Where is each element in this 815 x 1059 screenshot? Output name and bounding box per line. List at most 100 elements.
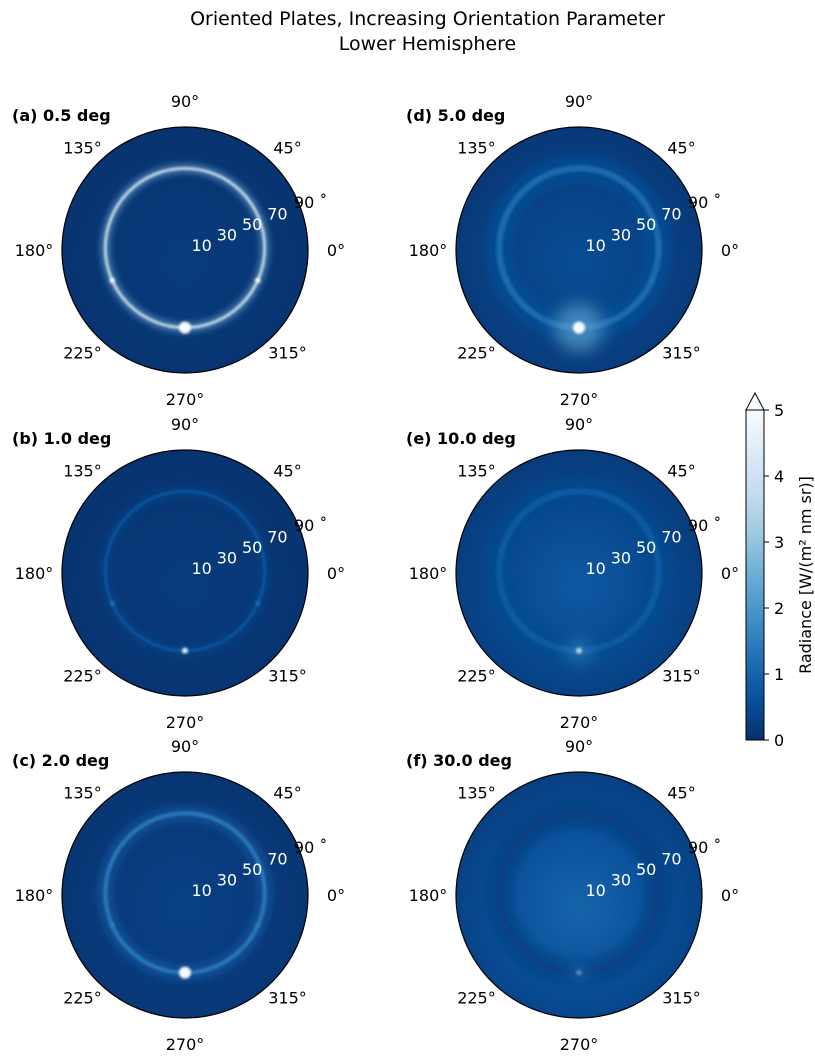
angular-tick-label: 45°	[667, 461, 695, 480]
radial-tick-label: 90 ˚	[294, 516, 327, 535]
radial-tick-label: 10	[585, 236, 605, 255]
angular-tick-label: 180°	[15, 886, 54, 905]
colorbar: 0 1 2 3 4 5 Radiance [W/(m² nm sr)]	[745, 391, 815, 750]
panel-label: (f) 30.0 deg	[406, 751, 512, 770]
angular-tick-label: 135°	[63, 138, 102, 157]
parhelion-spot	[179, 966, 191, 979]
radial-tick-label: 10	[585, 559, 605, 578]
parhelion-spot	[255, 600, 261, 606]
angular-tick-label: 45°	[667, 783, 695, 802]
radial-tick-label: 30	[217, 225, 237, 244]
radial-tick-label: 10	[191, 559, 211, 578]
angular-tick-label: 270°	[166, 713, 205, 732]
panel-label: (e) 10.0 deg	[406, 429, 516, 448]
angular-tick-label: 180°	[15, 241, 54, 260]
radial-tick-label: 50	[242, 538, 262, 557]
parhelion-spot	[179, 321, 191, 334]
angular-tick-label: 135°	[63, 783, 102, 802]
colorbar-tick-label: 2	[774, 599, 784, 618]
polar-frame	[61, 126, 309, 374]
polar-frame	[455, 771, 703, 1019]
angular-tick-label: 270°	[166, 390, 205, 409]
parhelion-spot	[649, 922, 655, 928]
radial-tick-label: 50	[242, 215, 262, 234]
angular-tick-label: 0°	[721, 241, 739, 260]
parhelion-spot	[109, 277, 115, 283]
chart-title: Oriented Plates, Increasing Orientation …	[190, 8, 665, 30]
angular-tick-label: 90°	[171, 415, 199, 434]
colorbar-gradient	[746, 410, 764, 740]
polar-background	[62, 127, 308, 373]
radial-tick-label: 90 ˚	[688, 516, 721, 535]
parhelion-spot	[503, 922, 509, 928]
angular-tick-label: 225°	[63, 344, 102, 363]
angular-tick-label: 90°	[565, 92, 593, 111]
angular-tick-label: 270°	[560, 713, 599, 732]
radial-tick-label: 10	[191, 881, 211, 900]
colorbar-tick-label: 0	[774, 731, 784, 750]
angular-tick-label: 180°	[15, 564, 54, 583]
polar-frame	[455, 126, 703, 374]
angular-tick-label: 315°	[662, 989, 701, 1008]
angular-tick-label: 180°	[409, 241, 448, 260]
polar-panel: (d) 5.0 deg 0° 45° 90° 135° 180° 225° 270° 315° 1…	[406, 92, 739, 409]
angular-tick-label: 225°	[63, 989, 102, 1008]
radial-tick-label: 50	[636, 538, 656, 557]
parhelion-spot	[503, 600, 509, 606]
colorbar-tick-label: 3	[774, 533, 784, 552]
polar-panel: (a) 0.5 deg 0° 45° 90° 135° 180° 225° 270° 315° 1…	[12, 92, 345, 409]
angular-tick-label: 225°	[63, 667, 102, 686]
panel-label: (c) 2.0 deg	[12, 751, 109, 770]
angular-tick-label: 225°	[457, 667, 496, 686]
parhelion-spot	[109, 600, 115, 606]
angular-tick-label: 0°	[327, 886, 345, 905]
angular-tick-label: 315°	[268, 989, 307, 1008]
radial-tick-label: 70	[267, 849, 287, 868]
angular-tick-label: 135°	[457, 461, 496, 480]
radial-tick-label: 30	[217, 548, 237, 567]
radial-tick-label: 70	[661, 849, 681, 868]
radial-tick-label: 30	[611, 548, 631, 567]
parhelion-spot	[649, 277, 655, 283]
colorbar-extend-arrow	[745, 391, 765, 411]
colorbar-frame	[745, 409, 765, 741]
angular-tick-label: 0°	[721, 886, 739, 905]
angular-tick-label: 0°	[327, 241, 345, 260]
radial-tick-label: 70	[267, 527, 287, 546]
angular-tick-label: 315°	[268, 344, 307, 363]
angular-tick-label: 225°	[457, 989, 496, 1008]
panel-label: (b) 1.0 deg	[12, 429, 111, 448]
angular-tick-label: 270°	[560, 1035, 599, 1054]
polar-panel: (f) 30.0 deg 0° 45° 90° 135° 180° 225° 270° 315°…	[406, 737, 739, 1054]
chart-subtitle: Lower Hemisphere	[338, 33, 517, 55]
angular-tick-label: 0°	[721, 564, 739, 583]
angular-tick-label: 90°	[565, 415, 593, 434]
parhelion-spot	[255, 922, 261, 928]
polar-frame	[455, 449, 703, 697]
parhelion-spot	[576, 647, 582, 654]
parhelion-spot	[649, 600, 655, 606]
angular-tick-label: 135°	[457, 783, 496, 802]
angular-tick-label: 90°	[565, 737, 593, 756]
parhelion-spot	[182, 647, 188, 654]
radial-tick-label: 50	[636, 215, 656, 234]
angular-tick-label: 45°	[273, 138, 301, 157]
parhelion-spot	[576, 969, 582, 976]
radial-tick-label: 30	[611, 225, 631, 244]
radial-tick-label: 50	[242, 860, 262, 879]
angular-tick-label: 180°	[409, 886, 448, 905]
radial-tick-label: 90 ˚	[294, 193, 327, 212]
angular-tick-label: 315°	[268, 667, 307, 686]
panel-label: (a) 0.5 deg	[12, 106, 111, 125]
polar-frame	[61, 771, 309, 1019]
colorbar-tick-label: 5	[774, 401, 784, 420]
radial-tick-label: 10	[585, 881, 605, 900]
radial-tick-label: 70	[267, 204, 287, 223]
angular-tick-label: 270°	[560, 390, 599, 409]
radial-tick-label: 30	[217, 870, 237, 889]
polar-background	[62, 450, 308, 696]
parhelion-spot	[109, 922, 115, 928]
angular-tick-label: 45°	[273, 461, 301, 480]
radial-tick-label: 50	[636, 860, 656, 879]
angular-tick-label: 135°	[457, 138, 496, 157]
